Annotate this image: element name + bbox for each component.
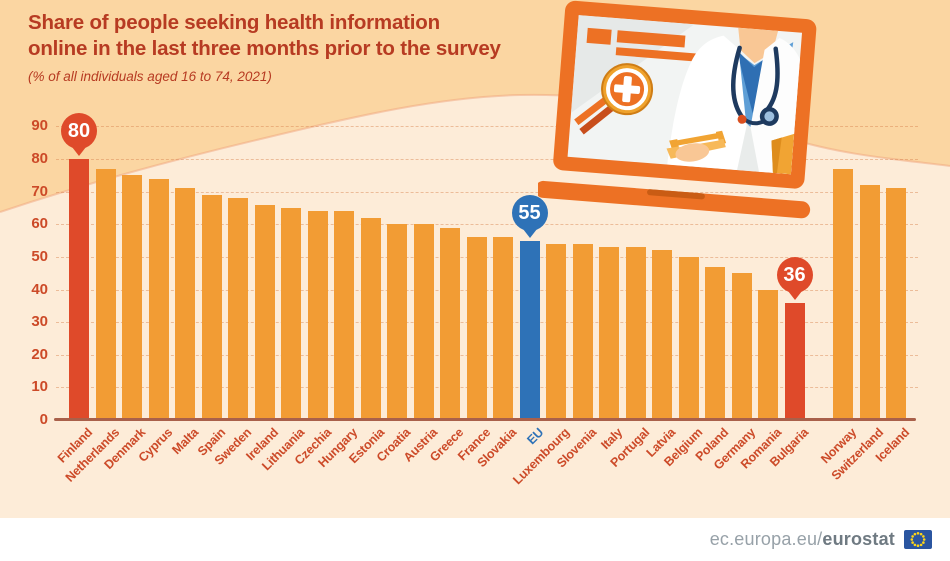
webpage-header-bar bbox=[616, 30, 686, 48]
y-axis-tick-50: 50 bbox=[31, 247, 48, 265]
page-title-line2: online in the last three months prior to… bbox=[28, 36, 501, 60]
url-bold: eurostat bbox=[822, 529, 895, 549]
bar-malta bbox=[175, 188, 195, 420]
eu-flag-icon bbox=[904, 530, 932, 549]
page-title-line1: Share of people seeking health informati… bbox=[28, 11, 440, 34]
gridline-70 bbox=[56, 191, 918, 193]
bar-latvia bbox=[652, 250, 672, 420]
eurostat-url: ec.europa.eu/eurostat bbox=[710, 529, 895, 550]
bar-finland bbox=[69, 159, 89, 420]
stethoscope-tube bbox=[730, 45, 746, 121]
gridline-40 bbox=[56, 289, 918, 291]
background-wave-edge bbox=[0, 93, 950, 213]
webpage-subheader-bar bbox=[615, 47, 713, 63]
bar-iceland bbox=[886, 188, 906, 420]
bar-switzerland bbox=[859, 185, 880, 420]
bar-denmark bbox=[122, 175, 142, 420]
laptop-base bbox=[538, 180, 811, 219]
health-search-magnifier-icon bbox=[574, 63, 654, 135]
gridline-90 bbox=[56, 126, 918, 128]
bar-italy bbox=[599, 247, 619, 420]
callout-eu: 55 bbox=[511, 194, 548, 238]
doctor-hand bbox=[675, 143, 710, 162]
gridline-10 bbox=[56, 387, 918, 389]
bar-germany bbox=[731, 273, 752, 420]
gridline-80 bbox=[56, 159, 918, 160]
bar-slovakia bbox=[493, 237, 513, 420]
y-axis-tick-10: 10 bbox=[31, 378, 48, 396]
bar-portugal bbox=[625, 247, 646, 420]
y-axis-tick-70: 70 bbox=[31, 182, 48, 200]
footer: ec.europa.eu/eurostat bbox=[0, 518, 950, 561]
bar-luxembourg bbox=[546, 243, 566, 420]
doctor-coat-left bbox=[667, 35, 747, 171]
bar-bulgaria bbox=[784, 302, 805, 420]
bar-croatia bbox=[387, 224, 407, 420]
page-subtitle: (% of all individuals aged 16 to 74, 202… bbox=[28, 68, 272, 84]
bar-spain bbox=[201, 194, 222, 420]
bar-norway bbox=[833, 168, 853, 420]
bar-poland bbox=[705, 266, 725, 420]
callout-tail bbox=[72, 147, 86, 156]
bar-lithuania bbox=[281, 207, 301, 420]
bar-estonia bbox=[360, 217, 381, 420]
bar-slovenia bbox=[572, 243, 593, 420]
bar-czechia bbox=[307, 211, 328, 420]
laptop-doctor-illustration bbox=[538, 0, 817, 219]
laptop-base-notch bbox=[647, 189, 705, 200]
gridline-50 bbox=[56, 256, 918, 258]
callout-value-bulgaria: 36 bbox=[776, 256, 813, 293]
bar-greece bbox=[440, 227, 460, 420]
bar-france bbox=[466, 237, 487, 420]
y-axis-tick-40: 40 bbox=[31, 280, 48, 298]
bar-belgium bbox=[678, 256, 699, 420]
bar-eu bbox=[519, 240, 540, 420]
bar-cyprus bbox=[148, 178, 169, 420]
callout-value-finland: 80 bbox=[61, 113, 97, 149]
y-axis-tick-0: 0 bbox=[39, 411, 48, 428]
y-axis-tick-20: 20 bbox=[31, 345, 48, 363]
x-axis-line bbox=[54, 418, 916, 421]
callout-finland: 80 bbox=[61, 113, 97, 156]
callout-value-eu: 55 bbox=[511, 194, 548, 231]
y-axis-tick-80: 80 bbox=[31, 150, 48, 167]
header: Share of people seeking health informati… bbox=[28, 10, 538, 84]
bar-sweden bbox=[228, 198, 248, 420]
webpage-logo-block bbox=[586, 27, 612, 45]
y-axis-tick-30: 30 bbox=[31, 313, 48, 331]
bar-austria bbox=[413, 224, 434, 420]
gridline-60 bbox=[56, 224, 918, 226]
gridline-30 bbox=[56, 322, 918, 324]
callout-tail bbox=[522, 228, 537, 238]
bar-hungary bbox=[334, 211, 354, 420]
callout-bulgaria: 36 bbox=[776, 256, 813, 300]
callout-tail bbox=[787, 290, 802, 300]
gridline-20 bbox=[56, 354, 918, 356]
y-axis-tick-60: 60 bbox=[31, 215, 48, 233]
bar-ireland bbox=[254, 204, 275, 420]
url-prefix: ec.europa.eu/ bbox=[709, 529, 823, 549]
bar-romania bbox=[758, 289, 778, 420]
y-axis-tick-90: 90 bbox=[31, 117, 48, 135]
bar-netherlands bbox=[95, 168, 116, 420]
